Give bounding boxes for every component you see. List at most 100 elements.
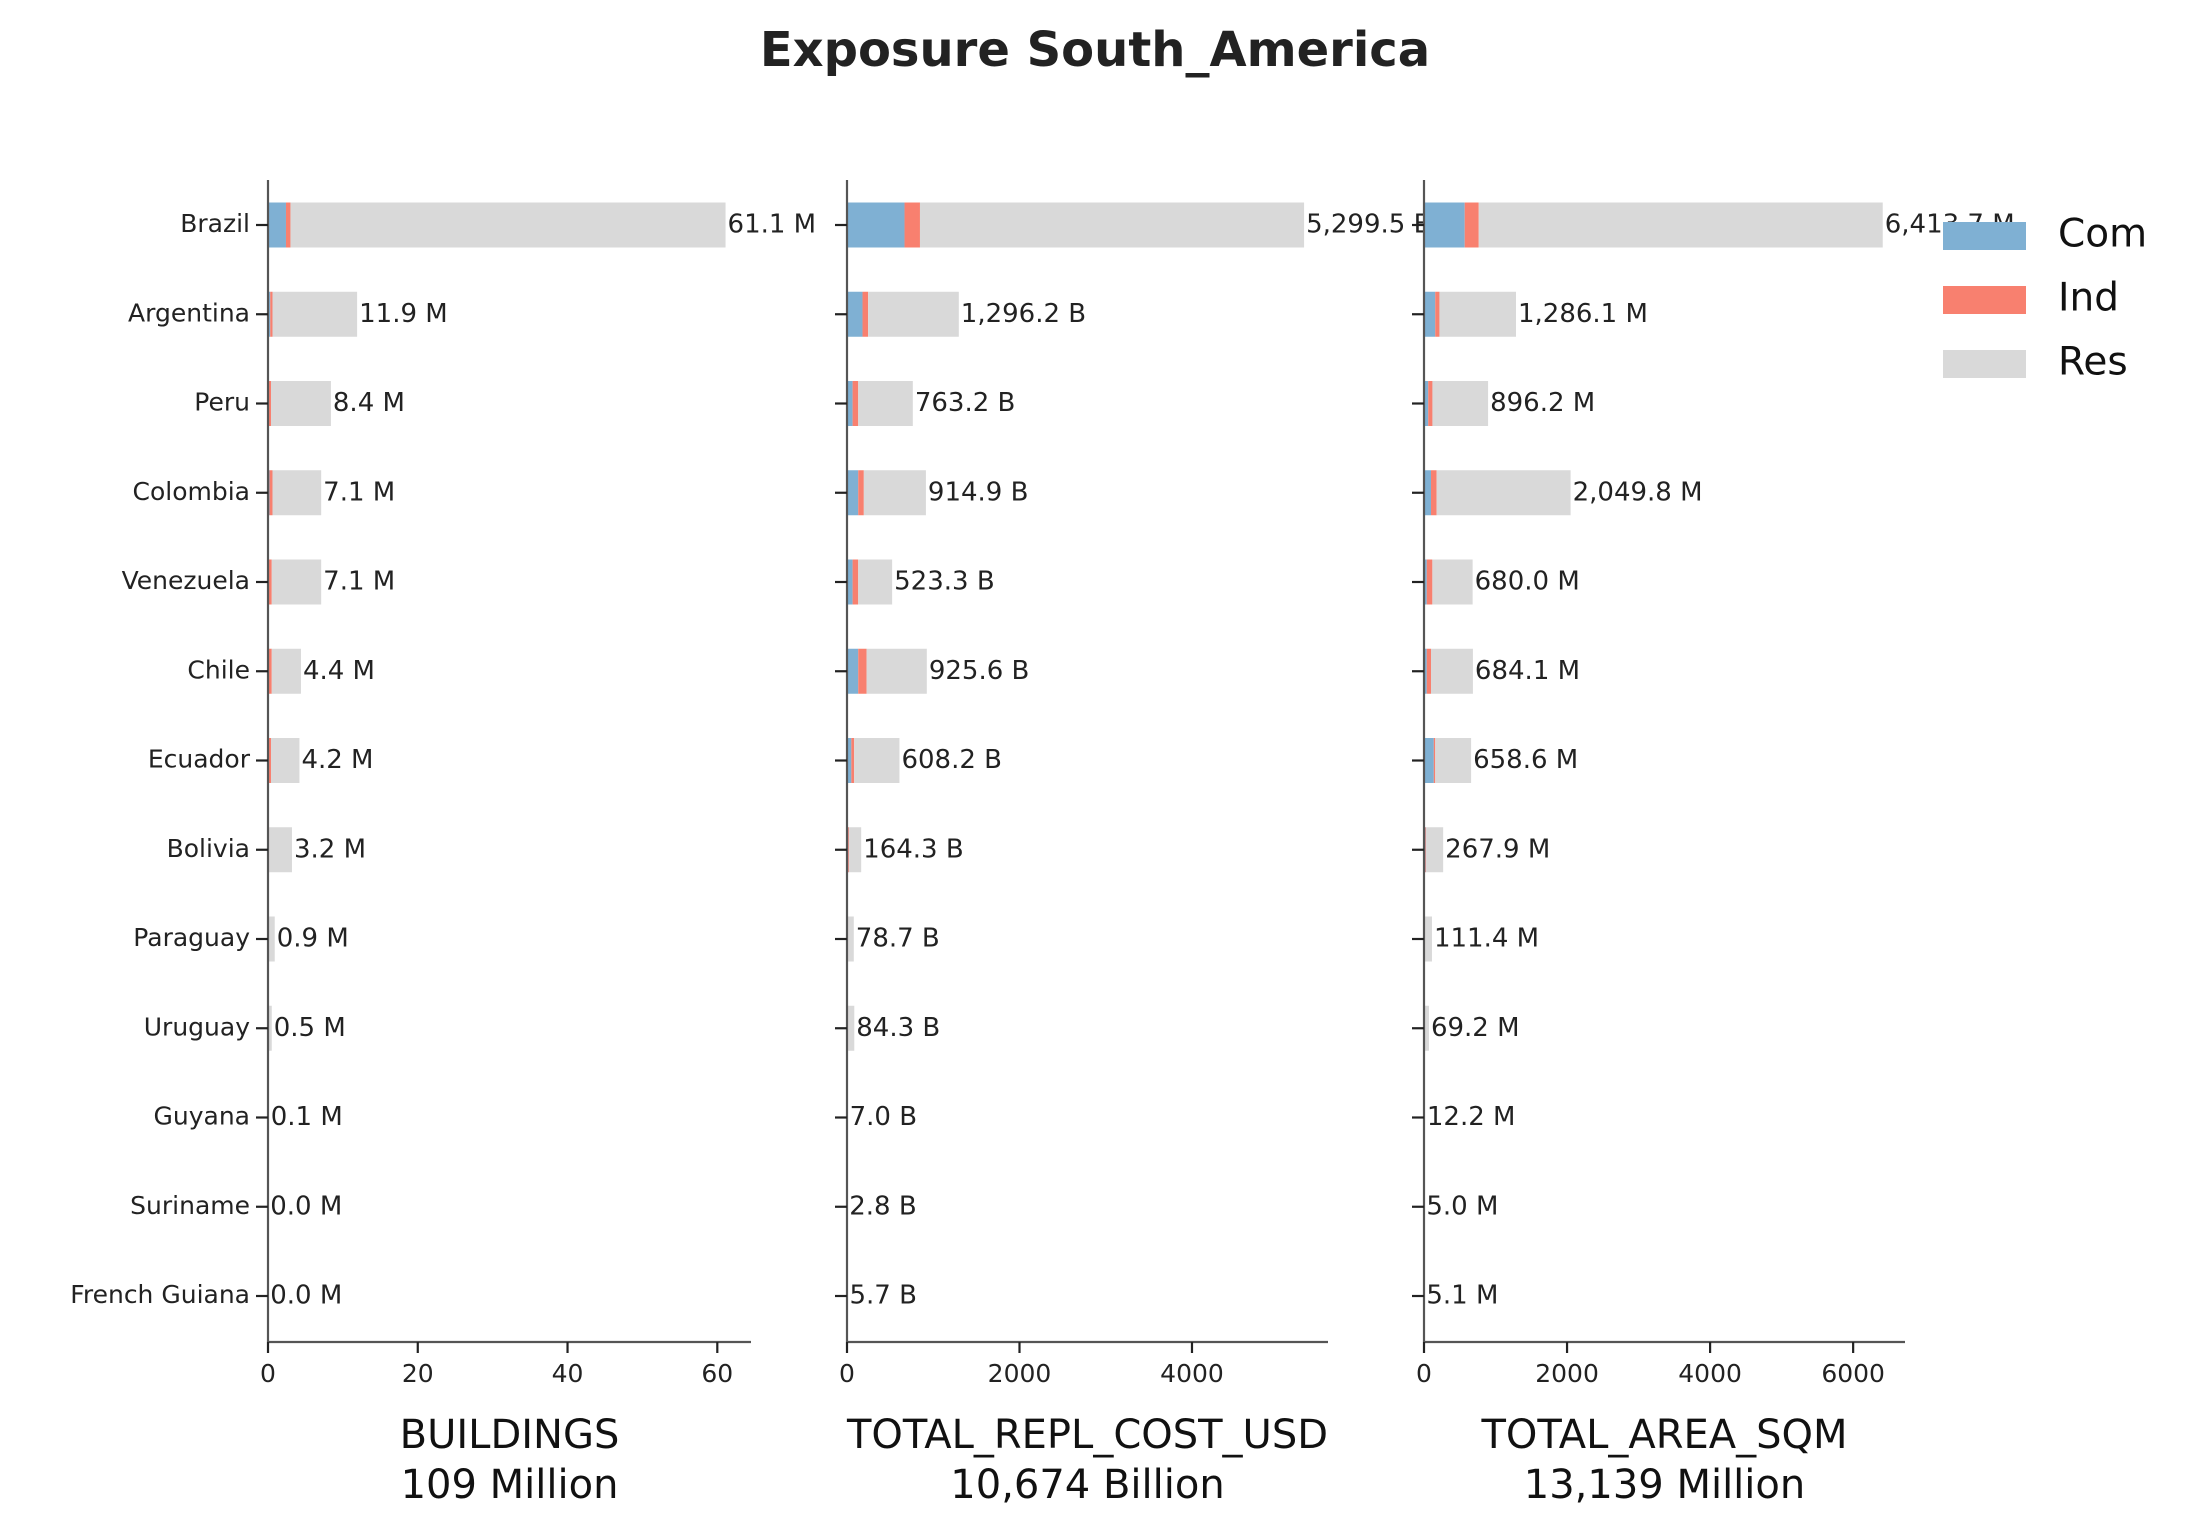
value-label: 2.8 B bbox=[849, 1191, 916, 1221]
y-tick-label: Argentina bbox=[128, 298, 250, 327]
legend-label: Com bbox=[2058, 212, 2147, 257]
bar-segment bbox=[858, 560, 892, 605]
x-axis-label: TOTAL_AREA_SQM bbox=[1480, 1412, 1847, 1458]
bar-segment bbox=[847, 470, 858, 515]
x-tick-label: 40 bbox=[552, 1359, 584, 1388]
legend-swatch bbox=[1943, 286, 2026, 314]
value-label: 1,296.2 B bbox=[961, 299, 1086, 329]
value-label: 164.3 B bbox=[863, 834, 964, 864]
bar-segment bbox=[1424, 203, 1465, 248]
bar-segment bbox=[863, 292, 869, 337]
x-axis-label: BUILDINGS bbox=[400, 1412, 620, 1458]
y-tick-label: Brazil bbox=[180, 209, 250, 238]
bar-segment bbox=[864, 470, 926, 515]
bar-segment bbox=[849, 827, 861, 872]
bar-segment bbox=[848, 1006, 854, 1051]
y-tick-label: Ecuador bbox=[148, 745, 251, 774]
value-label: 5.1 M bbox=[1426, 1281, 1498, 1311]
value-label: 0.1 M bbox=[271, 1102, 343, 1132]
value-label: 7.1 M bbox=[323, 477, 395, 507]
bar-segment bbox=[1428, 381, 1432, 426]
value-label: 658.6 M bbox=[1473, 745, 1578, 775]
bar-segment bbox=[269, 649, 272, 694]
x-tick-label: 0 bbox=[1416, 1359, 1432, 1388]
bar-segment bbox=[847, 292, 863, 337]
y-tick-label: Venezuela bbox=[122, 566, 250, 595]
bar-segment bbox=[1425, 827, 1426, 872]
x-tick-label: 0 bbox=[260, 1359, 276, 1388]
bar-segment bbox=[1465, 203, 1479, 248]
value-label: 7.1 M bbox=[323, 567, 395, 597]
bar-segment bbox=[1427, 560, 1433, 605]
value-label: 8.4 M bbox=[333, 388, 405, 418]
value-label: 0.9 M bbox=[277, 924, 349, 954]
y-tick-label: Suriname bbox=[130, 1191, 250, 1220]
value-label: 608.2 B bbox=[901, 745, 1002, 775]
bar-segment bbox=[1424, 292, 1435, 337]
value-label: 4.4 M bbox=[303, 656, 375, 686]
bar-segment bbox=[847, 649, 858, 694]
bar-segment bbox=[1432, 560, 1472, 605]
bar-segment bbox=[286, 203, 290, 248]
value-label: 267.9 M bbox=[1445, 834, 1550, 864]
x-tick-label: 6000 bbox=[1821, 1359, 1885, 1388]
x-tick-label: 2000 bbox=[988, 1359, 1052, 1388]
bar-segment bbox=[1431, 649, 1473, 694]
bar-segment bbox=[1425, 917, 1432, 962]
x-tick-label: 0 bbox=[839, 1359, 855, 1388]
legend-swatch bbox=[1943, 222, 2026, 250]
bar-segment bbox=[290, 203, 725, 248]
bar-segment bbox=[905, 203, 920, 248]
value-label: 111.4 M bbox=[1434, 924, 1539, 954]
bar-segment bbox=[1426, 827, 1443, 872]
value-label: 5.0 M bbox=[1426, 1191, 1498, 1221]
x-tick-label: 60 bbox=[701, 1359, 733, 1388]
bar-segment bbox=[272, 470, 321, 515]
value-label: 5.7 B bbox=[849, 1281, 916, 1311]
x-tick-label: 20 bbox=[402, 1359, 434, 1388]
bar-segment bbox=[851, 738, 854, 783]
bar-segment bbox=[269, 917, 275, 962]
x-axis-label: TOTAL_REPL_COST_USD bbox=[846, 1412, 1328, 1458]
x-axis-label: 13,139 Million bbox=[1524, 1462, 1805, 1508]
value-label: 896.2 M bbox=[1490, 388, 1595, 418]
bar-segment bbox=[867, 649, 927, 694]
y-tick-label: French Guiana bbox=[70, 1280, 250, 1309]
value-label: 0.0 M bbox=[270, 1281, 342, 1311]
value-label: 523.3 B bbox=[894, 567, 995, 597]
value-label: 0.0 M bbox=[270, 1191, 342, 1221]
bar-segment bbox=[853, 560, 859, 605]
bar-segment bbox=[272, 560, 321, 605]
y-tick-label: Colombia bbox=[133, 477, 250, 506]
bar-segment bbox=[1431, 470, 1437, 515]
bar-segment bbox=[1425, 1006, 1429, 1051]
legend-label: Ind bbox=[2058, 276, 2119, 321]
y-tick-label: Paraguay bbox=[133, 923, 250, 952]
bar-segment bbox=[1439, 292, 1516, 337]
bar-segment bbox=[269, 560, 272, 605]
y-tick-label: Peru bbox=[194, 388, 250, 417]
bar-segment bbox=[853, 381, 859, 426]
bar-segment bbox=[272, 292, 357, 337]
bar-segment bbox=[1437, 470, 1571, 515]
value-label: 914.9 B bbox=[928, 477, 1029, 507]
bar-segment bbox=[1435, 738, 1471, 783]
value-label: 7.0 B bbox=[850, 1102, 917, 1132]
bar-segment bbox=[920, 203, 1304, 248]
y-tick-label: Chile bbox=[187, 655, 250, 684]
legend-swatch bbox=[1943, 350, 2026, 378]
bar-segment bbox=[858, 381, 913, 426]
value-label: 12.2 M bbox=[1427, 1102, 1516, 1132]
value-label: 680.0 M bbox=[1475, 567, 1580, 597]
bar-segment bbox=[271, 738, 299, 783]
value-label: 4.2 M bbox=[301, 745, 373, 775]
y-tick-label: Guyana bbox=[154, 1102, 251, 1131]
bar-segment bbox=[1434, 738, 1435, 783]
bar-segment bbox=[847, 203, 905, 248]
y-tick-label: Uruguay bbox=[144, 1012, 250, 1041]
bar-segment bbox=[858, 470, 864, 515]
